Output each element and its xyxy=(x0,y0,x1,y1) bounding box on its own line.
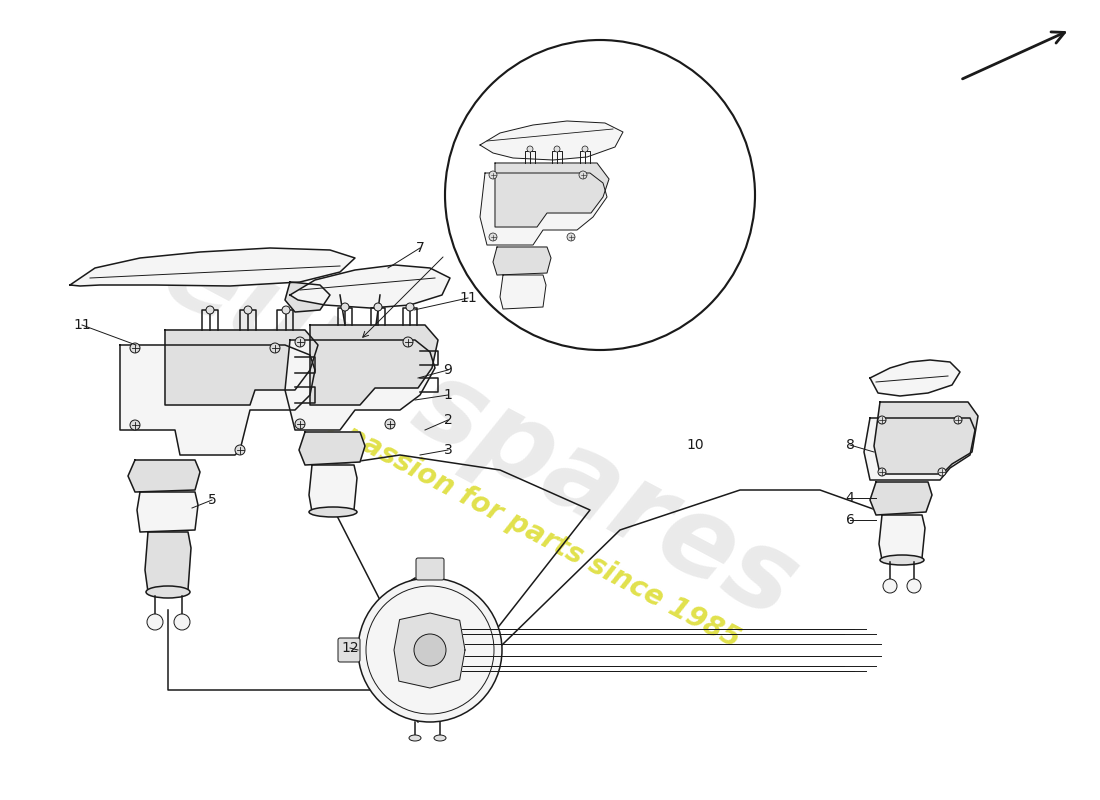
Text: 9: 9 xyxy=(443,363,452,377)
Circle shape xyxy=(878,416,886,424)
Circle shape xyxy=(235,445,245,455)
Text: 7: 7 xyxy=(416,241,425,255)
Polygon shape xyxy=(145,532,191,592)
Polygon shape xyxy=(480,173,607,245)
Ellipse shape xyxy=(434,735,446,741)
Ellipse shape xyxy=(880,555,924,565)
Circle shape xyxy=(490,233,497,241)
Text: a passion for parts since 1985: a passion for parts since 1985 xyxy=(315,407,745,653)
Circle shape xyxy=(295,419,305,429)
Text: 12: 12 xyxy=(341,641,359,655)
Polygon shape xyxy=(864,418,975,480)
Circle shape xyxy=(908,579,921,593)
Polygon shape xyxy=(480,121,623,160)
Text: 10: 10 xyxy=(686,438,704,452)
Text: 11: 11 xyxy=(73,318,91,332)
Circle shape xyxy=(954,416,962,424)
Polygon shape xyxy=(310,325,438,405)
Circle shape xyxy=(358,578,502,722)
Circle shape xyxy=(414,634,446,666)
Polygon shape xyxy=(285,340,435,430)
Polygon shape xyxy=(120,345,315,455)
Text: 8: 8 xyxy=(846,438,855,452)
Circle shape xyxy=(566,233,575,241)
Text: 2: 2 xyxy=(443,413,452,427)
Circle shape xyxy=(374,303,382,311)
Text: 3: 3 xyxy=(443,443,452,457)
Circle shape xyxy=(878,468,886,476)
Polygon shape xyxy=(165,330,318,405)
Circle shape xyxy=(403,337,412,347)
Text: 1: 1 xyxy=(443,388,452,402)
Circle shape xyxy=(385,419,395,429)
Text: eurospares: eurospares xyxy=(145,218,815,642)
Circle shape xyxy=(341,303,349,311)
Polygon shape xyxy=(874,402,978,474)
Polygon shape xyxy=(138,492,198,532)
Polygon shape xyxy=(394,613,465,688)
Text: 5: 5 xyxy=(208,493,217,507)
Polygon shape xyxy=(70,248,355,286)
Circle shape xyxy=(490,171,497,179)
Polygon shape xyxy=(495,163,609,227)
Polygon shape xyxy=(870,360,960,396)
Circle shape xyxy=(554,146,560,152)
Circle shape xyxy=(582,146,588,152)
FancyBboxPatch shape xyxy=(338,638,360,662)
Polygon shape xyxy=(493,247,551,275)
Text: 6: 6 xyxy=(846,513,855,527)
Polygon shape xyxy=(500,275,546,309)
Text: 4: 4 xyxy=(846,491,855,505)
Circle shape xyxy=(295,337,305,347)
Circle shape xyxy=(938,468,946,476)
Circle shape xyxy=(282,306,290,314)
Polygon shape xyxy=(870,482,932,515)
Polygon shape xyxy=(309,465,358,512)
Circle shape xyxy=(130,343,140,353)
Circle shape xyxy=(130,420,140,430)
Polygon shape xyxy=(128,460,200,492)
Circle shape xyxy=(206,306,214,314)
Polygon shape xyxy=(299,432,365,465)
Ellipse shape xyxy=(409,735,421,741)
Ellipse shape xyxy=(146,586,190,598)
Circle shape xyxy=(147,614,163,630)
Polygon shape xyxy=(285,282,330,312)
Polygon shape xyxy=(879,515,925,560)
Circle shape xyxy=(244,306,252,314)
Ellipse shape xyxy=(309,507,358,517)
Circle shape xyxy=(174,614,190,630)
Text: 11: 11 xyxy=(459,291,477,305)
Polygon shape xyxy=(290,265,450,308)
Circle shape xyxy=(406,303,414,311)
Circle shape xyxy=(883,579,896,593)
FancyArrowPatch shape xyxy=(962,32,1065,79)
FancyBboxPatch shape xyxy=(416,558,444,580)
Circle shape xyxy=(527,146,534,152)
Circle shape xyxy=(579,171,587,179)
Circle shape xyxy=(270,343,280,353)
